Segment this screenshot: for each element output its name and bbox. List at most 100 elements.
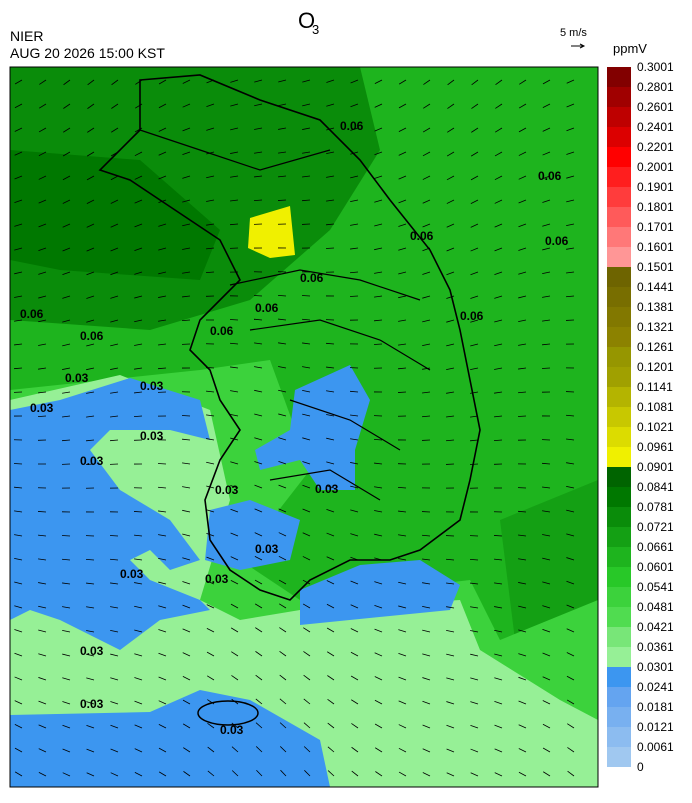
colorbar-label: 0.2601	[637, 100, 674, 114]
contour-label: 0.03	[205, 572, 229, 586]
contour-label: 0.03	[80, 454, 104, 468]
colorbar-label: 0.2201	[637, 140, 674, 154]
contour-label: 0.06	[460, 309, 484, 323]
colorbar-cell	[607, 67, 631, 87]
contour-label: 0.03	[140, 379, 164, 393]
colorbar-label: 0.0421	[637, 620, 674, 634]
contour-label: 0.03	[80, 644, 104, 658]
island	[198, 701, 258, 725]
colorbar-cell	[607, 347, 631, 367]
colorbar-cell	[607, 327, 631, 347]
colorbar-label: 0.0061	[637, 740, 674, 754]
colorbar-cell	[607, 627, 631, 647]
contour-label: 0.03	[80, 697, 104, 711]
colorbar-cell	[607, 727, 631, 747]
colorbar-label: 0.1601	[637, 240, 674, 254]
datetime: AUG 20 2026 15:00 KST	[10, 45, 165, 61]
wind-arrow	[326, 248, 334, 249]
colorbar-label: 0.0901	[637, 460, 674, 474]
colorbar-cell	[607, 207, 631, 227]
contour-label: 0.06	[538, 169, 562, 183]
colorbar-label: 0.0181	[637, 700, 674, 714]
contour-label: 0.03	[120, 567, 144, 581]
wind-arrow	[542, 368, 550, 369]
wind-arrow	[398, 392, 406, 393]
wind-arrow	[278, 200, 286, 201]
colorbar-cell	[607, 367, 631, 387]
colorbar-label: 0.2801	[637, 80, 674, 94]
colorbar-cell	[607, 707, 631, 727]
wind-arrow	[374, 344, 382, 345]
colorbar-cell	[607, 647, 631, 667]
contour-label: 0.06	[210, 324, 234, 338]
colorbar-label: 0.1501	[637, 260, 674, 274]
contour-label: 0.06	[340, 119, 364, 133]
colorbar-label: 0.0661	[637, 540, 674, 554]
colorbar-label: 0.1901	[637, 180, 674, 194]
colorbar-cell	[607, 607, 631, 627]
wind-scale-label: 5 m/s	[560, 27, 587, 39]
contour-label: 0.03	[65, 371, 89, 385]
colorbar-label: 0.0481	[637, 600, 674, 614]
wind-arrow	[38, 511, 46, 512]
contour-label: 0.03	[255, 542, 279, 556]
wind-arrow	[182, 415, 190, 416]
colorbar-cell	[607, 747, 631, 767]
colorbar: 00.00610.01210.01810.02410.03010.03610.0…	[607, 60, 674, 774]
colorbar-cell	[607, 267, 631, 287]
contour-label: 0.03	[315, 482, 339, 496]
wind-arrow	[494, 535, 502, 536]
colorbar-cell	[607, 387, 631, 407]
colorbar-cell	[607, 227, 631, 247]
colorbar-cell	[607, 467, 631, 487]
colorbar-cell	[607, 247, 631, 267]
colorbar-label: 0	[637, 760, 644, 774]
colorbar-cell	[607, 487, 631, 507]
contour-label: 0.03	[30, 401, 54, 415]
colorbar-label: 0.2401	[637, 120, 674, 134]
contour-label: 0.06	[300, 271, 324, 285]
contour-label: 0.06	[410, 229, 434, 243]
colorbar-label: 0.1021	[637, 420, 674, 434]
colorbar-cell	[607, 667, 631, 687]
colorbar-label: 0.1801	[637, 200, 674, 214]
colorbar-label: 0.1321	[637, 320, 674, 334]
colorbar-cell	[607, 127, 631, 147]
colorbar-cell	[607, 687, 631, 707]
wind-arrow	[134, 511, 142, 512]
colorbar-cell	[607, 447, 631, 467]
contour-label: 0.06	[20, 307, 44, 321]
colorbar-unit: ppmV	[613, 41, 647, 56]
colorbar-label: 0.0361	[637, 640, 674, 654]
colorbar-cell	[607, 407, 631, 427]
colorbar-label: 0.0961	[637, 440, 674, 454]
contour-label: 0.06	[255, 301, 279, 315]
contour-label: 0.03	[220, 723, 244, 737]
colorbar-cell	[607, 147, 631, 167]
colorbar-label: 0.0601	[637, 560, 674, 574]
colorbar-cell	[607, 187, 631, 207]
colorbar-cell	[607, 107, 631, 127]
colorbar-label: 0.1201	[637, 360, 674, 374]
colorbar-label: 0.1261	[637, 340, 674, 354]
colorbar-label: 0.0781	[637, 500, 674, 514]
contour-label: 0.06	[80, 329, 104, 343]
wind-arrow	[470, 464, 478, 465]
colorbar-label: 0.0541	[637, 580, 674, 594]
colorbar-cell	[607, 567, 631, 587]
colorbar-label: 0.1381	[637, 300, 674, 314]
agency: NIER	[10, 28, 43, 44]
colorbar-label: 0.1441	[637, 280, 674, 294]
wind-arrow	[14, 463, 22, 464]
colorbar-label: 0.1701	[637, 220, 674, 234]
colorbar-label: 0.0241	[637, 680, 674, 694]
contour-label: 0.03	[140, 429, 164, 443]
colorbar-cell	[607, 527, 631, 547]
colorbar-label: 0.2001	[637, 160, 674, 174]
colorbar-label: 0.1081	[637, 400, 674, 414]
colorbar-cell	[607, 287, 631, 307]
colorbar-label: 0.0301	[637, 660, 674, 674]
colorbar-cell	[607, 87, 631, 107]
